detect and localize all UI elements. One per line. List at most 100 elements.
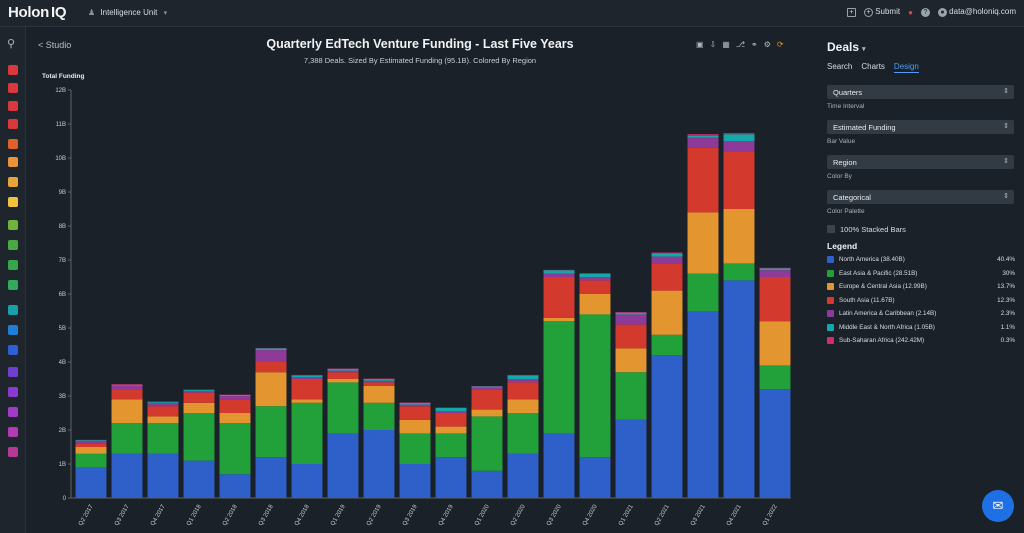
image-icon[interactable]: ▣ [696,40,704,49]
bar-segment [543,321,575,434]
sidebar-nav-icon[interactable] [8,197,18,207]
bar-segment [327,372,359,379]
back-to-studio-link[interactable]: < Studio [38,40,72,50]
tab-design[interactable]: Design [893,62,919,73]
legend-item[interactable]: South Asia (11.67B) 12.3% [827,296,1015,306]
x-tick-label: Q1 2019 [330,503,347,527]
legend-item[interactable]: Latin America & Caribbean (2.14B) 2.3% [827,309,1015,319]
sidebar-nav-icon[interactable] [8,119,18,129]
sidebar-nav-icon[interactable] [8,447,18,457]
bar-segment [291,377,323,379]
sidebar-nav-icon[interactable] [8,345,18,355]
sidebar-nav-icon[interactable] [8,101,18,111]
legend-swatch [827,323,834,331]
sidebar-nav-icon[interactable] [8,157,18,167]
bar-value-select[interactable]: Estimated Funding ⇕ [827,120,1014,134]
search-icon[interactable]: ⚲ [7,38,16,50]
sidebar-nav-icon[interactable] [8,387,18,397]
bar-segment [255,348,287,351]
chat-button[interactable]: ✉ [982,490,1014,522]
legend-item[interactable]: North America (38.40B) 40.4% [827,255,1015,265]
legend-label: Middle East & North Africa (1.05B) [839,323,935,331]
y-tick-label: 9B [59,190,66,196]
sidebar-nav-icon[interactable] [8,427,18,437]
stacked-bars-checkbox[interactable] [827,225,835,233]
bell-icon[interactable]: ● [908,7,913,17]
x-tick-label: Q4 2018 [294,503,311,527]
help-icon[interactable]: ? [920,7,930,17]
y-tick-label: 5B [59,326,66,332]
refresh-icon[interactable]: ⟳ [776,40,784,49]
bar-segment [759,365,791,390]
sidebar-nav-icon[interactable] [8,65,18,75]
bar-segment [75,453,107,468]
sidebar-nav-icon[interactable] [8,83,18,93]
bar-segment [687,135,719,138]
share-icon[interactable]: ⚭ [751,40,758,49]
sidebar-nav-icon[interactable] [8,407,18,417]
holoniq-logo[interactable]: Holon IQ [8,4,67,21]
legend-label: North America (38.40B) [839,256,905,263]
bar-segment [759,267,791,269]
legend-item[interactable]: Sub-Saharan Africa (242.42M) 0.3% [827,336,1015,346]
y-tick-label: 11B [56,122,66,128]
sidebar-nav-icon[interactable] [8,139,18,149]
bar-segment [723,280,755,498]
intelligence-unit-menu[interactable]: ♟ Intelligence Unit ▾ [88,8,167,17]
bar-segment [111,384,143,385]
bar-segment [399,402,431,405]
bar-segment [687,311,719,498]
y-tick-label: 1B [59,462,66,468]
expand-icon[interactable]: + [846,7,856,17]
sidebar-nav-icon[interactable] [8,325,18,335]
sidebar-nav-icon[interactable] [8,367,18,377]
color-by-select[interactable]: Region ⇕ [827,155,1014,169]
sidebar-nav-icon[interactable] [8,305,18,315]
save-icon[interactable]: ▦ [722,40,730,49]
legend-item[interactable]: Europe & Central Asia (12.99B) 13.7% [827,282,1015,292]
legend-item[interactable]: Middle East & North Africa (1.05B) 1.1% [827,323,1015,333]
bar-segment [507,453,539,498]
color-palette-label: Color Palette [827,208,865,215]
bar-segment [399,406,431,420]
tab-charts[interactable]: Charts [861,62,885,71]
bar-segment [759,268,791,271]
color-palette-select[interactable]: Categorical ⇕ [827,190,1014,204]
user-menu[interactable]: ● data@holoniq.com [937,7,1016,17]
y-tick-label: 12B [55,88,66,94]
time-interval-select[interactable]: Quarters ⇕ [827,85,1014,99]
bar-segment [651,334,683,356]
bar-segment [651,253,683,257]
x-tick-label: Q2 2020 [510,503,527,527]
download-icon[interactable]: ⇩ [709,40,717,49]
bar-segment [579,273,611,277]
bar-segment [327,368,359,371]
bar-segment [507,379,539,383]
deals-dropdown[interactable]: Deals ▾ [827,40,866,54]
legend-item[interactable]: East Asia & Pacific (28.51B) 30% [827,269,1015,279]
submit-button[interactable]: + Submit [863,7,900,17]
sidebar-nav-icon[interactable] [8,240,18,250]
settings-icon[interactable]: ⚙ [763,40,771,49]
bar-segment [255,350,287,362]
sidebar-nav-icon[interactable] [8,177,18,187]
bar-value-label: Bar Value [827,138,856,145]
bar-segment [291,402,323,464]
bar-segment [687,273,719,311]
bar-segment [111,423,143,454]
bar-segment [507,413,539,454]
bar-segment [291,399,323,403]
bar-segment [579,294,611,315]
stacked-bars-toggle[interactable]: 100% Stacked Bars [827,225,906,234]
tab-search[interactable]: Search [827,62,853,71]
bar-segment [291,375,323,378]
sidebar-nav-icon[interactable] [8,220,18,230]
sidebar-nav-icon[interactable] [8,260,18,270]
sidebar-nav-icon[interactable] [8,280,18,290]
bar-segment [219,413,251,424]
users-icon: ♟ [88,8,96,17]
branch-icon[interactable]: ⎇ [735,40,746,49]
legend-swatch [827,269,834,277]
bar-segment [615,348,647,373]
x-tick-label: Q4 2017 [150,503,167,527]
